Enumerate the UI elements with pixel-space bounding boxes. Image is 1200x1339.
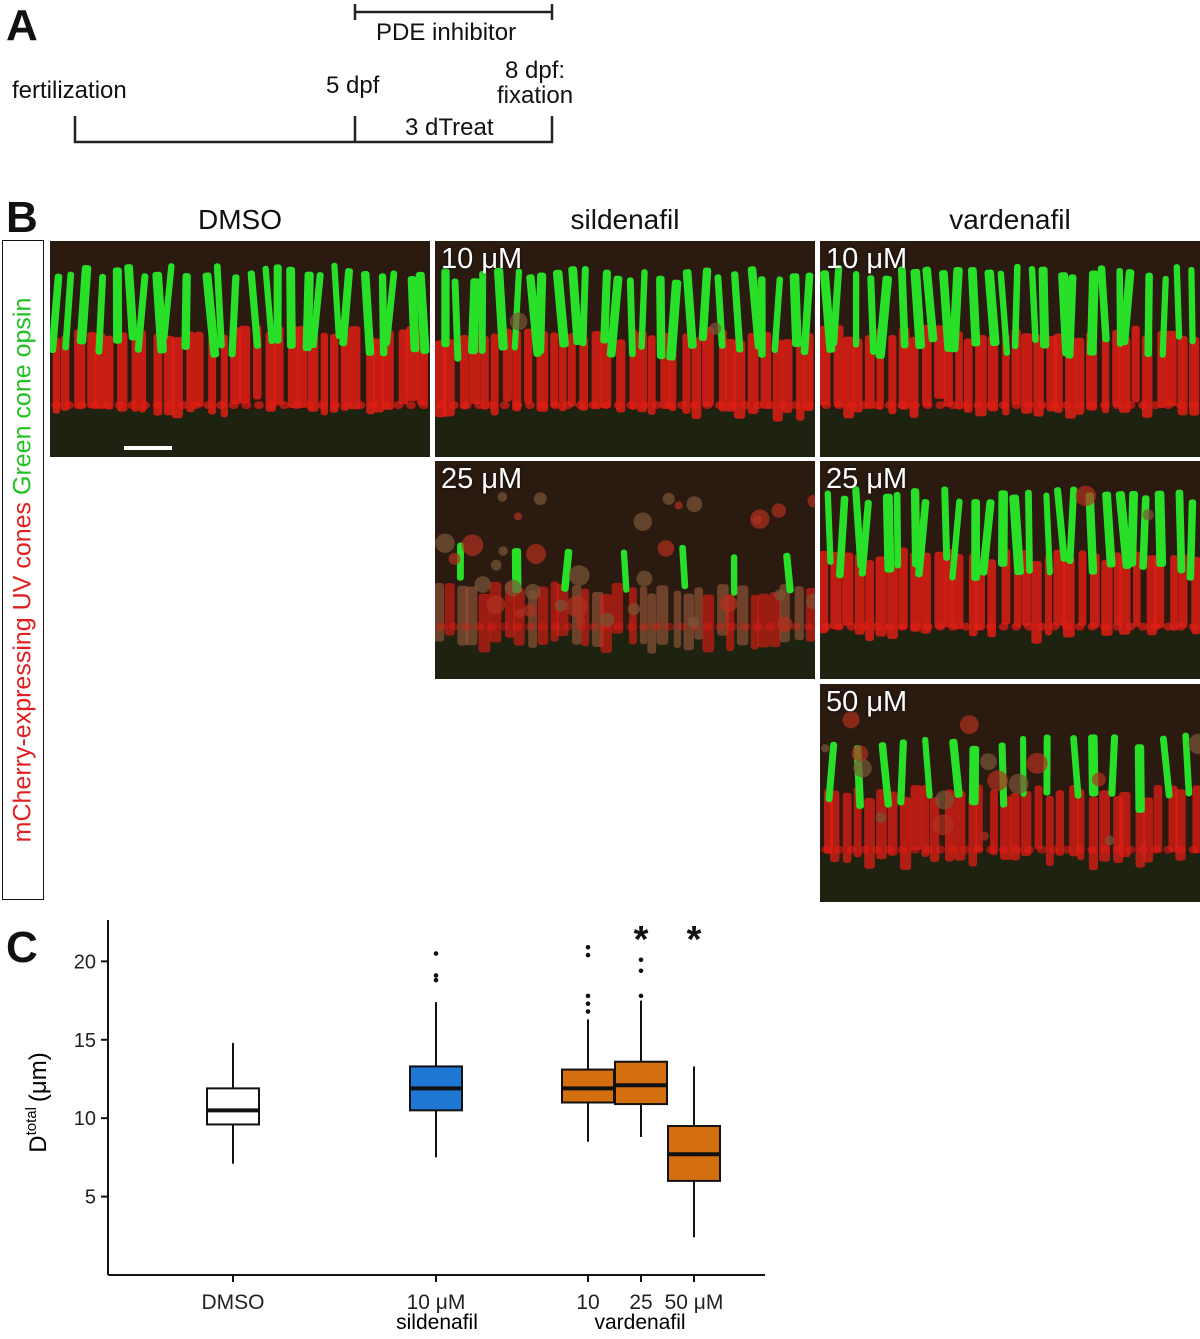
x-tick-label: 25 — [629, 1291, 652, 1314]
timeline-diagram — [73, 4, 554, 144]
micrograph-vardenafil-50-image — [820, 684, 1200, 902]
y-tick-label: 10 — [74, 1108, 96, 1130]
micrograph-vardenafil-25-image — [820, 461, 1200, 679]
micrograph-vardenafil-10-image — [820, 241, 1200, 457]
outlier-point — [585, 1001, 591, 1007]
y-tick-label: 5 — [85, 1187, 96, 1209]
micrograph-vardenafil-50: 50 μM — [820, 684, 1200, 902]
panel-letter-c: C — [6, 923, 38, 972]
legend-red-channel: mCherry-expressing UV cones — [8, 501, 37, 843]
y-axis-label-main: D — [25, 1135, 52, 1152]
micrograph-dmso-image — [50, 241, 430, 457]
micrograph-vardenafil-25: 25 μM — [820, 461, 1200, 679]
outlier-point — [585, 1009, 591, 1014]
timeline-axis — [73, 116, 554, 144]
box-iqr — [206, 1087, 260, 1126]
dose-label-sildenafil-10: 10 μM — [441, 243, 523, 275]
micrograph-dmso — [50, 241, 430, 457]
outlier-point — [433, 951, 439, 956]
x-tick-label: 50 μM — [665, 1291, 724, 1314]
box-iqr — [614, 1060, 668, 1106]
dose-label-vardenafil-10: 10 μM — [826, 243, 908, 275]
micrograph-sildenafil-10: 10 μM — [435, 241, 815, 457]
timeline-8dpf-line2: fixation — [497, 82, 574, 110]
timeline-8dpf-line1: 8 dpf: — [505, 57, 566, 84]
x-tick-label: DMSO — [202, 1291, 265, 1314]
x-tick-label: 10 — [576, 1291, 599, 1314]
timeline-8dpf-label: 8 dpf: fixation — [497, 57, 574, 110]
legend-green-channel: Green cone opsin — [8, 297, 37, 495]
dose-label-vardenafil-25: 25 μM — [826, 463, 908, 495]
outlier-point — [638, 957, 644, 963]
timeline-5dpf-label: 5 dpf — [326, 72, 380, 99]
timeline-treat-label: 3 dTreat — [405, 114, 494, 141]
micrograph-sildenafil-25-image — [435, 461, 815, 679]
outlier-point — [585, 952, 591, 958]
panel-letter-a: A — [6, 1, 38, 50]
outlier-point — [638, 993, 644, 999]
y-tick-label: 20 — [74, 951, 96, 973]
y-tick-label: 15 — [74, 1030, 96, 1052]
dose-label-sildenafil-25: 25 μM — [441, 463, 523, 495]
dose-label-vardenafil-50: 50 μM — [826, 686, 908, 718]
micrograph-channel-legend: mCherry-expressing UV cones Green cone o… — [2, 240, 44, 900]
micrograph-vardenafil-10: 10 μM — [820, 241, 1200, 457]
boxplot-boxes: * * — [206, 920, 721, 1238]
outlier-point — [585, 993, 591, 999]
timeline-inhibitor-label: PDE inhibitor — [376, 19, 517, 46]
column-title-sildenafil: sildenafil — [570, 204, 680, 235]
column-title-vardenafil: vardenafil — [949, 204, 1071, 235]
y-axis-label-unit: (μm) — [25, 1052, 52, 1102]
micrograph-sildenafil-10-image — [435, 241, 815, 457]
outlier-point — [585, 944, 591, 950]
significance-star: * — [634, 920, 649, 961]
group-label-sildenafil: sildenafil — [396, 1311, 478, 1334]
micrograph-sildenafil-25: 25 μM — [435, 461, 815, 679]
column-title-dmso: DMSO — [198, 204, 282, 235]
panel-letter-b: B — [6, 193, 38, 242]
y-axis-label: Dtotal (μm) — [23, 1052, 52, 1153]
y-axis-label-sup: total — [23, 1107, 40, 1135]
boxplot-axes: 5 10 15 20 DMSO 10 μM 10 25 50 μM — [74, 920, 765, 1314]
significance-star: * — [687, 920, 702, 961]
outlier-point — [433, 973, 439, 978]
scale-bar — [124, 446, 172, 450]
group-label-vardenafil: vardenafil — [594, 1311, 685, 1334]
outlier-point — [638, 968, 644, 974]
timeline-fertilization-label: fertilization — [12, 77, 127, 104]
box-iqr — [561, 1068, 615, 1104]
x-tick-label: 10 μM — [407, 1291, 466, 1314]
outlier-point — [433, 977, 439, 983]
